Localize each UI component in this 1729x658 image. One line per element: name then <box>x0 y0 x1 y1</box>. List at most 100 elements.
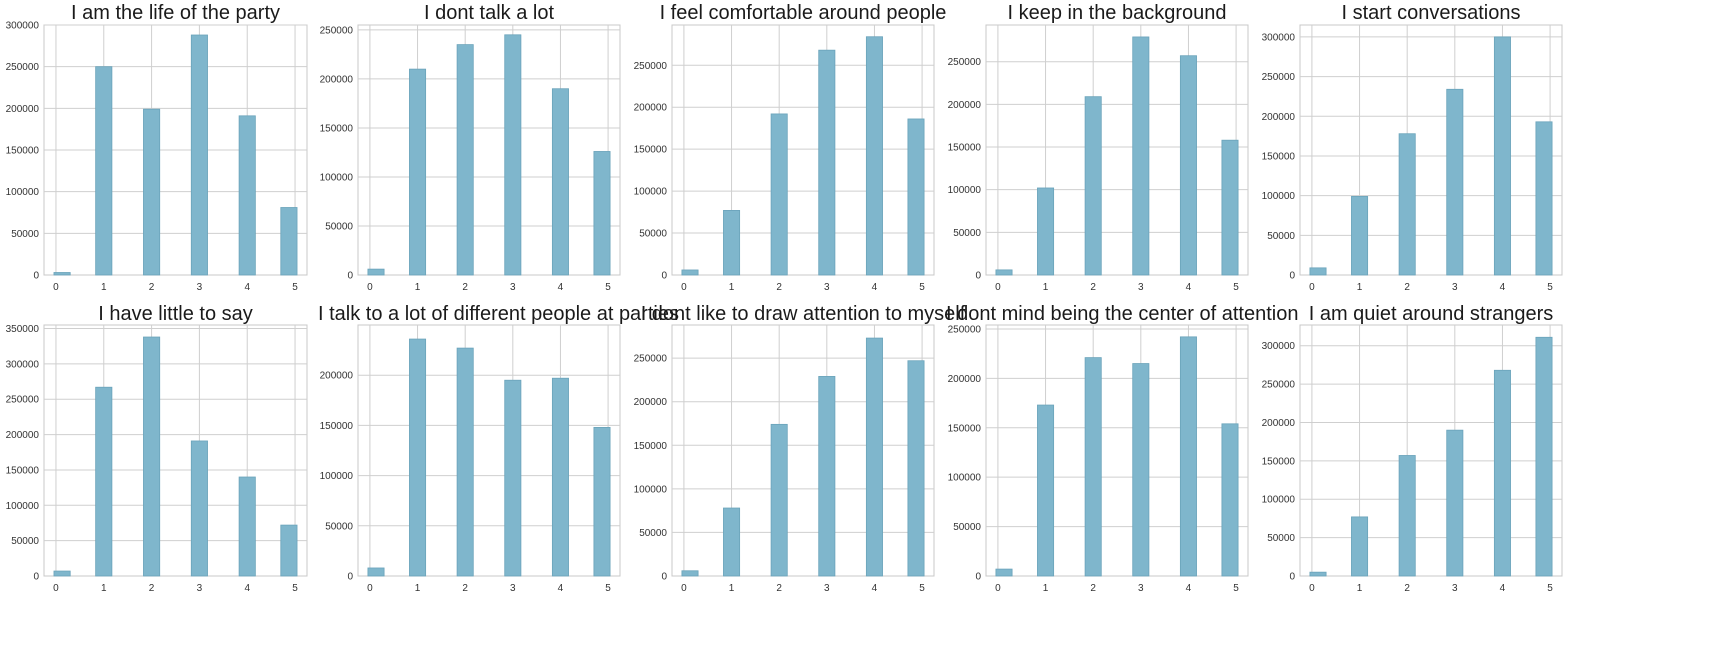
x-tick-label: 3 <box>1138 583 1144 594</box>
histogram-bar <box>1084 96 1102 276</box>
y-tick-label: 150000 <box>948 423 982 434</box>
plot-area <box>43 24 308 276</box>
y-tick-label: 200000 <box>948 374 982 385</box>
chart-title: I dont talk a lot <box>423 2 555 24</box>
y-tick-label: 200000 <box>948 100 982 111</box>
y-tick-label: 300000 <box>1262 32 1296 43</box>
y-tick-label: 200000 <box>6 104 40 115</box>
y-tick-label: 250000 <box>6 395 40 406</box>
x-tick-label: 2 <box>776 583 782 594</box>
y-tick-label: 100000 <box>320 471 354 482</box>
y-tick-label: 100000 <box>1262 191 1296 202</box>
y-tick-label: 50000 <box>325 221 353 232</box>
y-tick-label: 150000 <box>1262 151 1296 162</box>
x-tick-label: 0 <box>995 282 1001 293</box>
x-tick-label: 1 <box>1357 282 1363 293</box>
histogram-bar <box>818 376 836 577</box>
x-tick-label: 0 <box>1309 282 1315 293</box>
x-tick-label: 0 <box>367 282 373 293</box>
chart-title: I talk to a lot of different people at p… <box>318 303 679 325</box>
histogram-bar <box>681 570 699 577</box>
y-tick-label: 50000 <box>953 522 981 533</box>
x-tick-label: 5 <box>292 282 298 293</box>
histogram-bar <box>409 338 427 577</box>
histogram-bar <box>409 68 427 276</box>
y-tick-label: 100000 <box>634 187 668 198</box>
y-tick-label: 250000 <box>948 57 982 68</box>
plot-area <box>1299 24 1563 276</box>
x-tick-label: 2 <box>462 282 468 293</box>
x-tick-label: 1 <box>101 583 107 594</box>
histogram-bar <box>1398 133 1416 276</box>
histogram-bar <box>551 377 569 577</box>
histogram-bar <box>1309 267 1327 276</box>
chart-title: I feel comfortable around people <box>659 2 947 24</box>
histogram-bar <box>1351 516 1369 577</box>
y-tick-label: 250000 <box>948 324 982 335</box>
y-tick-label: 250000 <box>634 61 668 72</box>
histogram-bar <box>143 108 161 276</box>
plot-area <box>671 324 935 577</box>
y-tick-label: 200000 <box>1262 112 1296 123</box>
x-tick-label: 0 <box>53 282 59 293</box>
y-tick-label: 250000 <box>634 354 668 365</box>
histogram-bar <box>681 269 699 276</box>
y-tick-label: 50000 <box>11 229 39 240</box>
histogram-bar <box>551 88 569 276</box>
plot-area <box>671 24 935 276</box>
y-tick-label: 250000 <box>320 25 354 36</box>
plot-area <box>1299 324 1563 577</box>
y-tick-label: 0 <box>661 572 667 583</box>
histogram-bar <box>1084 357 1102 577</box>
plot-area <box>43 324 308 577</box>
y-tick-label: 300000 <box>1262 341 1296 352</box>
x-tick-label: 4 <box>1186 282 1192 293</box>
x-tick-label: 3 <box>824 282 830 293</box>
y-tick-label: 150000 <box>320 421 354 432</box>
histogram-bar <box>190 34 208 276</box>
histogram-bar <box>1179 336 1197 577</box>
y-tick-label: 150000 <box>634 145 668 156</box>
histogram-bar <box>1221 423 1239 577</box>
histogram-bar <box>1037 187 1055 276</box>
y-tick-label: 100000 <box>634 484 668 495</box>
histogram-bar <box>367 268 385 276</box>
x-tick-label: 5 <box>292 583 298 594</box>
y-tick-label: 100000 <box>6 187 40 198</box>
y-tick-label: 150000 <box>320 123 354 134</box>
y-tick-label: 150000 <box>6 146 40 157</box>
histogram-bar <box>818 49 836 276</box>
y-tick-label: 50000 <box>953 228 981 239</box>
plot-area <box>357 324 621 577</box>
x-tick-label: 5 <box>605 583 611 594</box>
histogram-bar <box>865 337 883 577</box>
x-tick-label: 2 <box>149 583 155 594</box>
y-tick-label: 250000 <box>1262 380 1296 391</box>
x-tick-label: 3 <box>824 583 830 594</box>
x-tick-label: 1 <box>1043 282 1049 293</box>
y-tick-label: 50000 <box>325 521 353 532</box>
x-tick-label: 1 <box>101 282 107 293</box>
x-tick-label: 5 <box>1233 583 1239 594</box>
y-tick-label: 100000 <box>948 473 982 484</box>
histogram-bar <box>53 570 71 577</box>
histogram-bar <box>770 423 788 577</box>
histogram-bar <box>723 507 741 577</box>
x-tick-label: 0 <box>53 583 59 594</box>
histogram-bar <box>504 379 522 577</box>
x-tick-label: 3 <box>1452 282 1458 293</box>
y-tick-label: 0 <box>347 572 353 583</box>
x-tick-label: 4 <box>872 282 878 293</box>
chart-title: I have little to say <box>98 303 253 325</box>
x-tick-label: 4 <box>872 583 878 594</box>
histogram-bar <box>280 207 298 276</box>
y-tick-label: 150000 <box>1262 456 1296 467</box>
x-tick-label: 0 <box>367 583 373 594</box>
histogram-bar <box>95 66 113 276</box>
